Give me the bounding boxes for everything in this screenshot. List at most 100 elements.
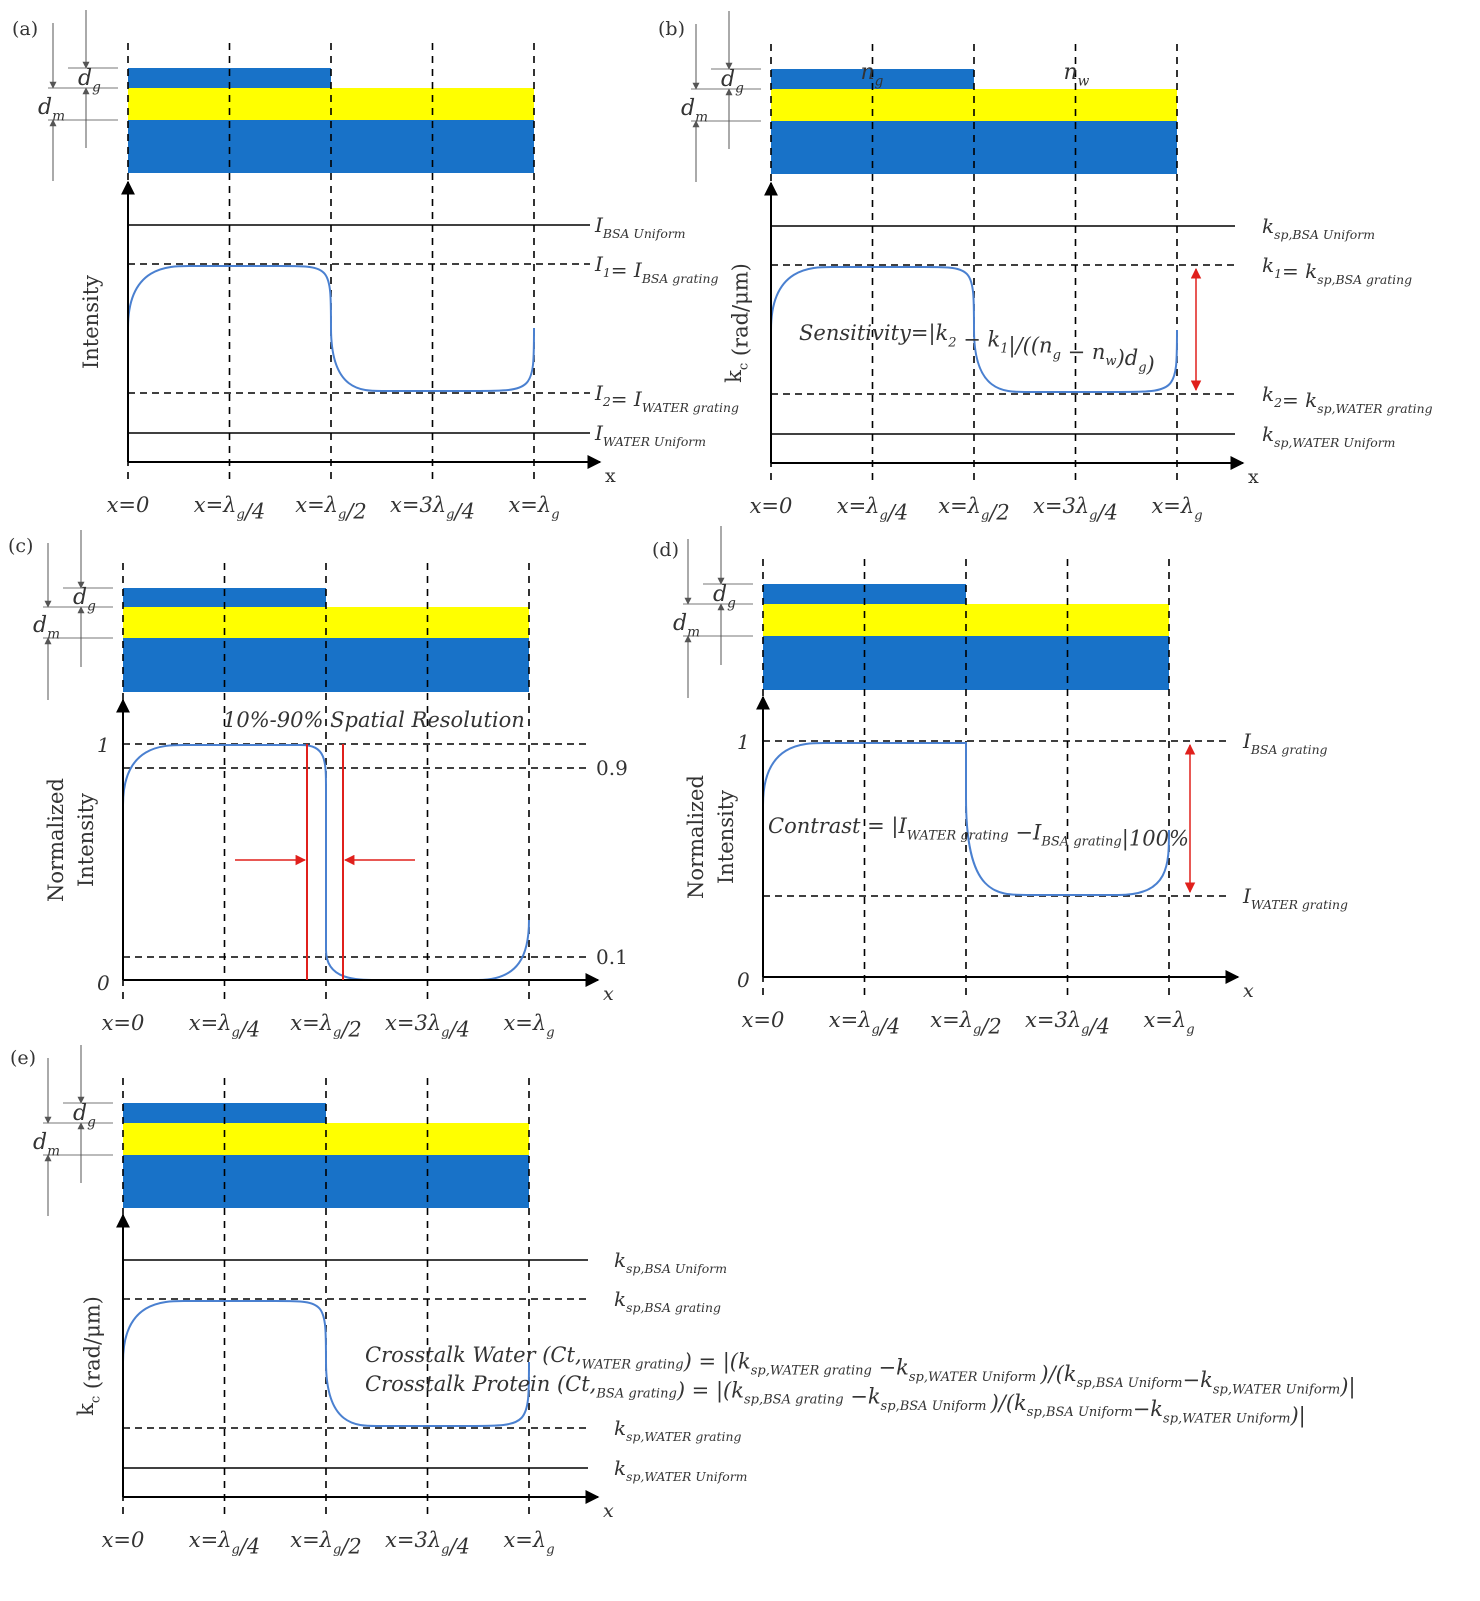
text-run: x=0: [107, 493, 150, 517]
text-run: /4: [878, 1014, 900, 1038]
text-run: k: [1262, 382, 1274, 406]
text-run: = k: [1282, 388, 1317, 412]
text-run: /4: [1096, 500, 1118, 524]
signal-curve: [122, 744, 530, 981]
subscript: g: [879, 508, 887, 523]
text-run: /2: [339, 1534, 361, 1558]
text-run: x=λ: [290, 1011, 333, 1035]
text-run: x=0: [102, 1528, 145, 1552]
grating-layer: [128, 68, 331, 88]
text-run: /2: [979, 1014, 1001, 1038]
layer-label-nw: nw: [1064, 60, 1090, 90]
text-run: x=λ: [295, 493, 338, 517]
y-tick-label: 1: [97, 733, 110, 757]
text-run: − k: [957, 327, 1001, 351]
text-run: 10%-90% Spatial Resolution: [223, 708, 525, 732]
subscript: sp,WATER Uniform: [1213, 1383, 1340, 1398]
text-run: = k: [1282, 259, 1317, 283]
y-tick-label: 1: [737, 730, 750, 754]
subscript: sp,WATER Uniform: [1163, 1412, 1290, 1427]
subscript: c: [88, 1396, 103, 1403]
subscript: w: [1105, 354, 1116, 369]
formula-text: Crosstalk Water (Ct,WATER grating) = |(k…: [365, 1343, 1356, 1400]
text-run: k: [1262, 253, 1274, 277]
x-tick-label: x=λg: [503, 1528, 554, 1557]
subscript: sp,BSA grating: [626, 1300, 721, 1315]
text-run: x: [603, 983, 614, 1005]
subscript: sp,WATER grating: [751, 1364, 872, 1379]
x-tick-label: x=λg/4: [189, 1528, 261, 1558]
subscript: m: [687, 625, 700, 641]
subscript: g: [338, 507, 346, 522]
text-run: x=λ: [194, 493, 237, 517]
text-run: = I: [611, 258, 643, 282]
text-run: x=3λ: [1033, 494, 1089, 518]
x-tick-label: x=λg/4: [189, 1011, 261, 1041]
text-run: d: [713, 582, 727, 607]
text-run: /4: [243, 499, 265, 523]
subscript: m: [47, 1144, 60, 1160]
text-run: |/((n: [1009, 334, 1053, 359]
panel-e: (e): [10, 1045, 600, 1519]
subscript: g: [92, 80, 101, 96]
level-label: k1= ksp,BSA grating: [1262, 253, 1412, 287]
text-run: x=3λ: [390, 493, 446, 517]
text-run: d: [38, 95, 52, 120]
text-run: x=λ: [189, 1011, 232, 1035]
text-run: |100%: [1122, 827, 1189, 852]
subscript: 2: [947, 335, 956, 350]
text-run: )|: [1339, 1375, 1355, 1400]
subscript: g: [441, 1025, 449, 1040]
text-run: /4: [886, 500, 908, 524]
y-axis-label: kc (rad/μm): [722, 263, 752, 383]
subscript: sp,WATER grating: [1317, 401, 1432, 416]
x-axis-label: x: [603, 983, 614, 1005]
subscript: g: [1194, 508, 1202, 523]
text-run: ) = |(k: [683, 1349, 751, 1374]
text-run: −k: [872, 1356, 909, 1380]
subscript: g: [1089, 508, 1097, 523]
dg-label: dg: [78, 66, 101, 96]
grating-layer: [123, 1103, 326, 1123]
subscript: g: [87, 599, 96, 615]
text-run: d: [78, 66, 92, 91]
text-run: x=3λ: [385, 1011, 441, 1035]
x-tick-label: x=0: [102, 1011, 145, 1035]
subscript: 1: [1274, 266, 1282, 281]
panel-letter: (d): [652, 539, 679, 561]
y-axis-label: kc (rad/μm): [74, 1296, 104, 1416]
panel-letter: (e): [10, 1047, 36, 1069]
text-run: = I: [611, 387, 643, 411]
subscript: g: [441, 1542, 449, 1557]
text-run: I: [594, 421, 604, 445]
dg-label: dg: [713, 582, 736, 612]
subscript: sp,WATER grating: [626, 1429, 741, 1444]
text-run: Normalized: [684, 775, 708, 899]
text-run: (rad/μm): [728, 263, 752, 363]
subscript: g: [231, 1025, 239, 1040]
text-run: x=λ: [508, 493, 551, 517]
subscript: g: [546, 1542, 554, 1557]
subscript: g: [236, 507, 244, 522]
subscript: g: [333, 1542, 341, 1557]
x-tick-label: x=λg/2: [290, 1528, 362, 1558]
text-run: )|: [1289, 1404, 1305, 1429]
text-run: d: [681, 96, 695, 121]
subscript: g: [546, 1025, 554, 1040]
text-run: x=λ: [1151, 494, 1194, 518]
text-run: Contrast = |I: [768, 814, 907, 839]
text-run: x: [1243, 980, 1254, 1002]
text-run: /4: [448, 1017, 470, 1041]
text-run: I: [1242, 729, 1252, 753]
x-tick-label: x=λg: [1151, 494, 1202, 523]
resolution-title: 10%-90% Spatial Resolution: [223, 708, 525, 732]
dm-label: dm: [673, 611, 700, 641]
metal-layer: [771, 89, 1177, 121]
subscript: m: [52, 109, 65, 125]
x-tick-label: x=λg/2: [930, 1008, 1002, 1038]
subscript: 1: [1000, 342, 1008, 357]
subscript: sp,WATER Uniform: [1274, 435, 1395, 450]
text-run: d: [73, 585, 87, 610]
level-label: ksp,BSA grating: [614, 1287, 721, 1315]
dm-label: dm: [33, 613, 60, 643]
